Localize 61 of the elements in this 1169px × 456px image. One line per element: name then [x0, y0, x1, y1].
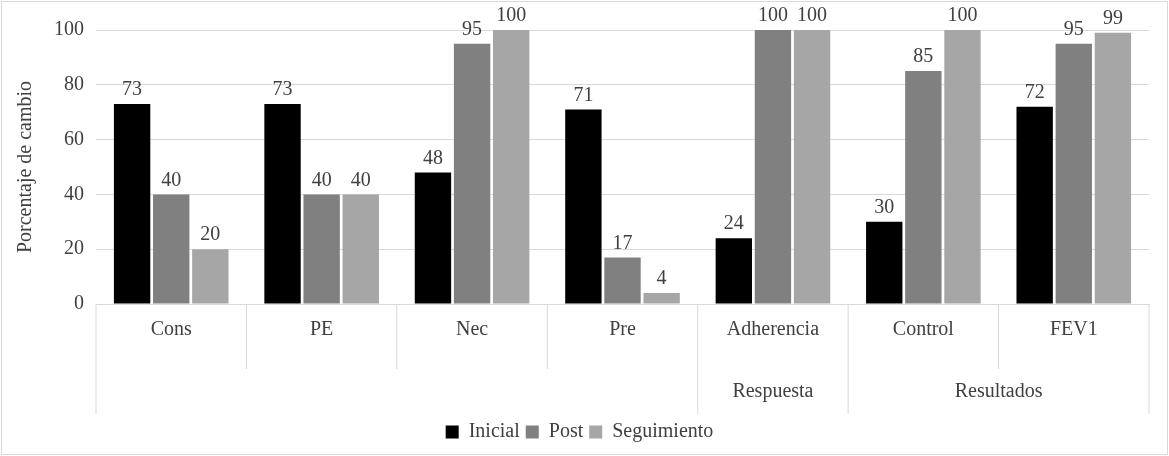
bar — [1094, 32, 1132, 304]
data-label: 100 — [757, 3, 788, 26]
data-label: 100 — [947, 3, 978, 26]
text: Respuesta — [732, 379, 814, 403]
data-label: 95 — [462, 16, 483, 39]
bar — [453, 43, 491, 304]
y-tick-label: 0 — [74, 291, 84, 314]
bar — [113, 103, 151, 304]
legend-label: Post — [548, 419, 584, 442]
data-label: 73 — [272, 77, 293, 100]
data-label: 24 — [723, 211, 744, 234]
data-label: 20 — [200, 222, 221, 245]
data-label: 40 — [311, 167, 332, 190]
bar — [342, 194, 379, 304]
bar — [303, 194, 340, 304]
bar — [1055, 43, 1092, 304]
y-tick-label: 100 — [54, 17, 84, 40]
bar — [604, 257, 641, 304]
data-label: 85 — [913, 44, 934, 67]
bar — [1016, 106, 1053, 304]
x-tick-label: FEV1 — [1049, 317, 1098, 340]
bar — [715, 238, 752, 304]
x-tick-label: Nec — [455, 317, 489, 340]
bar — [643, 293, 680, 304]
bar — [493, 30, 530, 304]
y-tick-label: 40 — [64, 181, 84, 204]
legend-label: Seguimiento — [612, 419, 714, 443]
data-label: 30 — [874, 195, 895, 218]
bar — [565, 109, 602, 304]
data-label: 95 — [1063, 16, 1084, 39]
data-label: 72 — [1024, 79, 1045, 102]
x-tick-label: PE — [309, 317, 334, 340]
bar — [153, 194, 190, 304]
y-tick-label: 60 — [64, 126, 84, 149]
legend-label: Inicial — [468, 419, 521, 442]
data-label: 71 — [573, 82, 594, 105]
data-label: 100 — [797, 3, 828, 26]
x-tick-label: Control — [892, 317, 955, 340]
bar — [944, 30, 981, 304]
data-label: 40 — [350, 167, 371, 190]
bar — [192, 249, 229, 304]
data-label: 73 — [122, 77, 143, 100]
bar — [866, 221, 903, 304]
text: Resultados — [954, 379, 1043, 402]
x-tick-label: Adherencia — [726, 317, 820, 340]
bar — [754, 30, 792, 304]
bar — [264, 103, 301, 304]
bar — [905, 71, 942, 304]
y-axis-title: Porcentaje de cambio — [13, 80, 37, 254]
data-label: 99 — [1102, 5, 1123, 28]
y-tick-label: 20 — [64, 236, 84, 259]
data-label: 17 — [612, 230, 633, 253]
data-label: 4 — [656, 266, 667, 289]
y-tick-label: 80 — [64, 72, 84, 95]
data-label: 40 — [161, 167, 182, 190]
data-label: 100 — [496, 3, 527, 26]
data-label: 48 — [422, 145, 443, 168]
x-tick-label: Pre — [609, 317, 636, 340]
bar — [793, 30, 831, 304]
bar — [414, 172, 452, 304]
x-tick-label: Cons — [150, 317, 192, 340]
